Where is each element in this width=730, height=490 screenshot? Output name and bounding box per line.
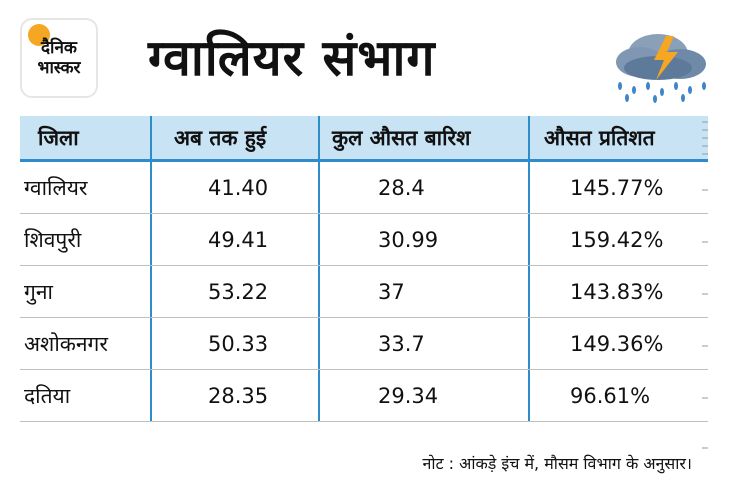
cell-district: शिवपुरी (24, 227, 82, 252)
cell-average-rain: 29.34 (318, 370, 528, 421)
table-row: गुना 53.22 37 143.83% (20, 266, 708, 318)
sun-icon (28, 24, 50, 46)
table-row: शिवपुरी 49.41 30.99 159.42% (20, 214, 708, 266)
header-rain-so-far: अब तक हुई (150, 116, 318, 159)
cell-district: दतिया (24, 383, 71, 408)
storm-cloud-icon (616, 34, 706, 103)
header-average-rain: कुल औसत बारिश (318, 116, 528, 159)
cell-average-percent: 96.61% (528, 370, 708, 421)
cell-rain-so-far: 49.41 (150, 214, 318, 265)
cell-district: अशोकनगर (24, 331, 108, 356)
table-row: दतिया 28.35 29.34 96.61% (20, 370, 708, 422)
logo-line-1: दैनिक (41, 38, 77, 58)
cell-district: ग्वालियर (24, 175, 88, 200)
cell-average-percent: 149.36% (528, 318, 708, 369)
rainfall-table: जिला अब तक हुई कुल औसत बारिश औसत प्रतिशत… (20, 116, 708, 422)
table-row: ग्वालियर 41.40 28.4 145.77% (20, 162, 708, 214)
footnote: नोट : आंकड़े इंच में, मौसम विभाग के अनुस… (422, 454, 692, 473)
cell-average-rain: 37 (318, 266, 528, 317)
cell-rain-so-far: 53.22 (150, 266, 318, 317)
cell-average-rain: 33.7 (318, 318, 528, 369)
logo-line-2: भास्कर (37, 58, 81, 78)
dainik-bhaskar-logo: दैनिक भास्कर (20, 18, 98, 98)
cell-district: गुना (24, 279, 53, 304)
cell-average-percent: 143.83% (528, 266, 708, 317)
table-row: अशोकनगर 50.33 33.7 149.36% (20, 318, 708, 370)
table-header: जिला अब तक हुई कुल औसत बारिश औसत प्रतिशत (20, 116, 708, 162)
cell-average-rain: 28.4 (318, 162, 528, 213)
cell-rain-so-far: 41.40 (150, 162, 318, 213)
cell-rain-so-far: 28.35 (150, 370, 318, 421)
page-title: ग्वालियर संभाग (148, 29, 436, 87)
header-district: जिला (38, 125, 79, 150)
cell-rain-so-far: 50.33 (150, 318, 318, 369)
cell-average-percent: 159.42% (528, 214, 708, 265)
ruler-ticks (702, 121, 708, 449)
cell-average-rain: 30.99 (318, 214, 528, 265)
cell-average-percent: 145.77% (528, 162, 708, 213)
header-average-percent: औसत प्रतिशत (528, 116, 708, 159)
